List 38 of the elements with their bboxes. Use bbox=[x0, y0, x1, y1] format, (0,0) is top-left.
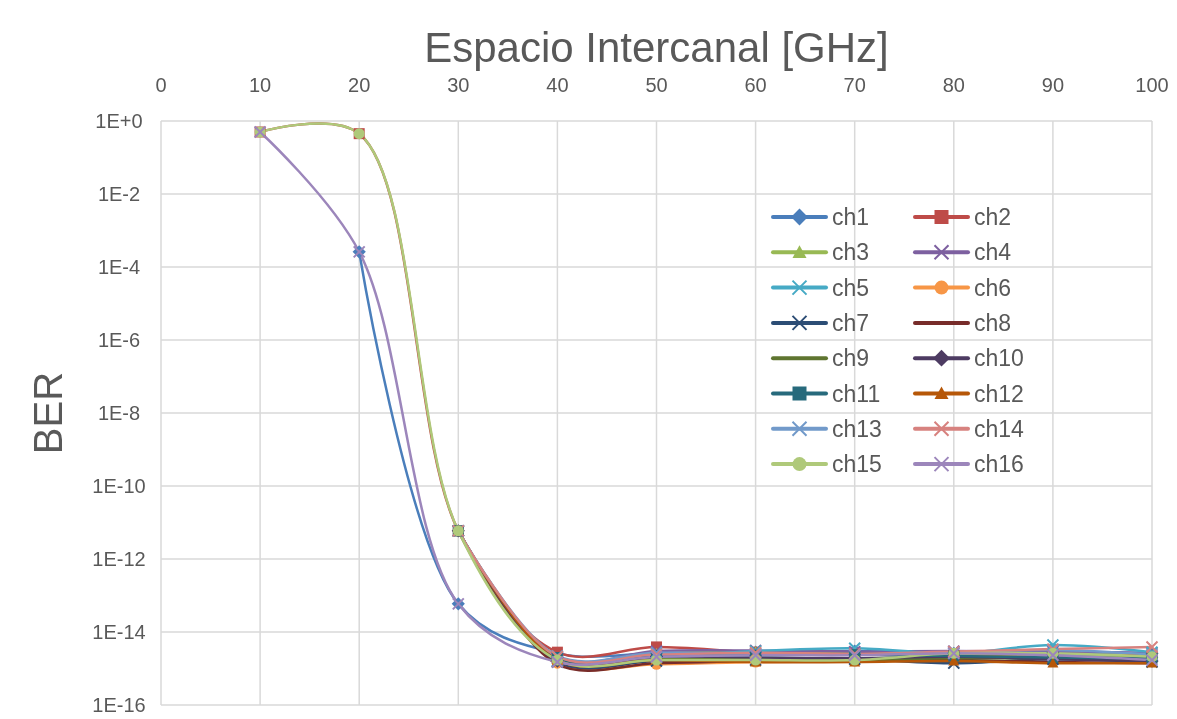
legend-label: ch12 bbox=[974, 380, 1024, 407]
x-tick-label: 0 bbox=[155, 74, 167, 96]
y-tick-label: 1E-16 bbox=[92, 694, 146, 716]
x-tick-label: 20 bbox=[348, 74, 371, 96]
legend-label: ch1 bbox=[832, 204, 870, 230]
y-tick-label: 1E+0 bbox=[95, 110, 143, 132]
y-tick-label: 1E-4 bbox=[97, 256, 141, 278]
y-tick-label: 1E-6 bbox=[97, 329, 141, 351]
y-tick-label: 1E-14 bbox=[92, 621, 146, 643]
legend-label: ch4 bbox=[974, 239, 1012, 266]
x-tick-label: 80 bbox=[942, 74, 965, 96]
x-tick-label: 100 bbox=[1135, 74, 1169, 96]
legend-label: ch6 bbox=[974, 274, 1012, 301]
y-tick-label: 1E-8 bbox=[97, 402, 141, 424]
legend-label: ch16 bbox=[974, 451, 1024, 478]
y-tick-label: 1E-10 bbox=[92, 475, 146, 497]
legend-label: ch3 bbox=[832, 239, 870, 266]
x-tick-label: 40 bbox=[546, 74, 569, 96]
legend-label: ch8 bbox=[974, 309, 1012, 336]
y-tick-label: 1E-12 bbox=[92, 548, 146, 570]
legend-label: ch5 bbox=[832, 274, 870, 301]
legend-label: ch15 bbox=[832, 451, 882, 478]
x-tick-label: 10 bbox=[248, 74, 272, 96]
x-axis-title: Espacio Intercanal [GHz] bbox=[424, 24, 889, 71]
y-axis-title: BER bbox=[26, 371, 70, 455]
legend-label: ch14 bbox=[974, 415, 1025, 442]
legend-label: ch9 bbox=[832, 345, 870, 372]
x-tick-label: 90 bbox=[1041, 74, 1065, 96]
x-tick-label: 50 bbox=[645, 74, 668, 96]
legend-label: ch7 bbox=[832, 309, 870, 336]
x-tick-label: 70 bbox=[843, 74, 866, 96]
y-tick-label: 1E-2 bbox=[97, 183, 141, 205]
x-tick-label: 30 bbox=[447, 74, 470, 96]
legend-label: ch2 bbox=[974, 204, 1012, 230]
x-tick-label: 60 bbox=[744, 74, 767, 96]
legend-label: ch13 bbox=[832, 415, 882, 442]
legend-label: ch10 bbox=[974, 345, 1024, 372]
legend-label: ch11 bbox=[832, 380, 881, 407]
